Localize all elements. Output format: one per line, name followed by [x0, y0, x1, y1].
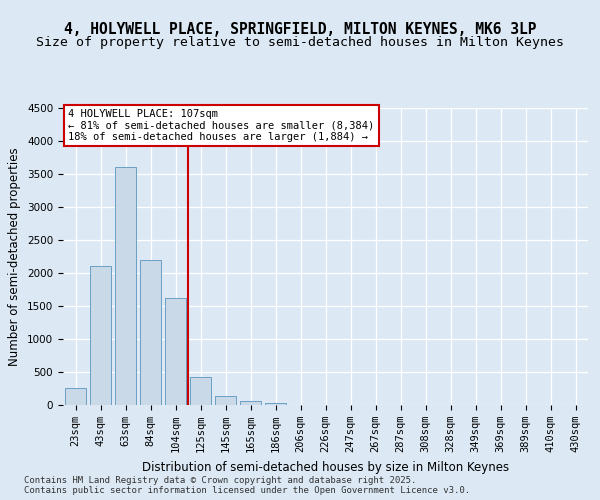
Text: Contains HM Land Registry data © Crown copyright and database right 2025.
Contai: Contains HM Land Registry data © Crown c…: [24, 476, 470, 495]
Y-axis label: Number of semi-detached properties: Number of semi-detached properties: [8, 147, 22, 366]
Text: 4, HOLYWELL PLACE, SPRINGFIELD, MILTON KEYNES, MK6 3LP: 4, HOLYWELL PLACE, SPRINGFIELD, MILTON K…: [64, 22, 536, 38]
Bar: [115, 167, 136, 405]
Bar: [240, 401, 261, 405]
Text: Size of property relative to semi-detached houses in Milton Keynes: Size of property relative to semi-detach…: [36, 36, 564, 49]
X-axis label: Distribution of semi-detached houses by size in Milton Keynes: Distribution of semi-detached houses by …: [142, 460, 509, 473]
Bar: [90, 266, 111, 405]
Bar: [190, 376, 211, 405]
Bar: [140, 260, 161, 405]
Bar: [165, 298, 186, 405]
Text: 4 HOLYWELL PLACE: 107sqm
← 81% of semi-detached houses are smaller (8,384)
18% o: 4 HOLYWELL PLACE: 107sqm ← 81% of semi-d…: [68, 109, 374, 142]
Bar: [265, 403, 286, 405]
Bar: [65, 388, 86, 405]
Bar: [215, 396, 236, 405]
